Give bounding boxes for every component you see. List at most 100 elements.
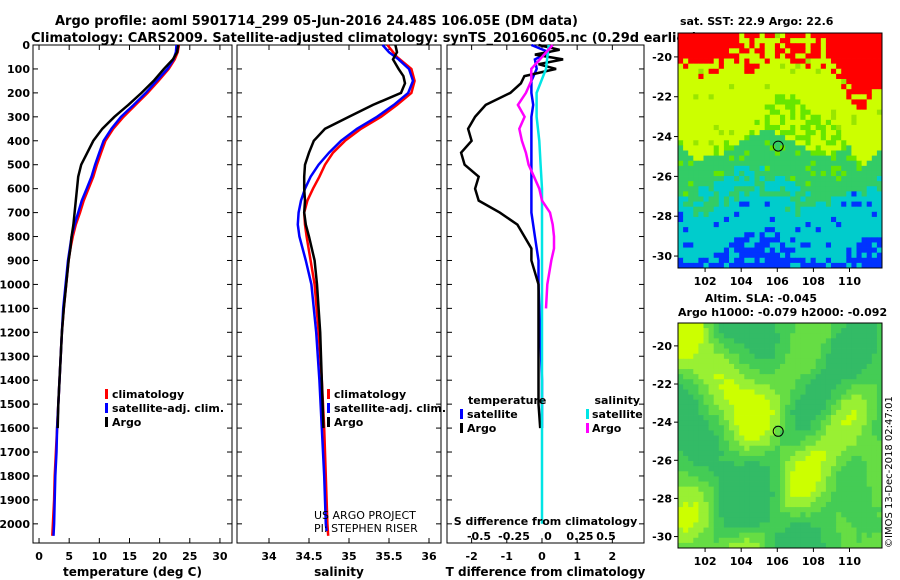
map-cell — [810, 43, 817, 49]
map-cell — [861, 363, 868, 370]
map-cell — [790, 84, 796, 90]
map-cell — [846, 130, 852, 136]
map-cell — [688, 242, 694, 248]
map-cell — [729, 104, 735, 111]
map-cell — [759, 343, 766, 349]
map-cell — [769, 542, 776, 549]
map-cell — [820, 124, 827, 131]
map-cell — [708, 466, 715, 472]
map-cell — [688, 262, 694, 269]
map-cell — [856, 379, 862, 385]
map-cell — [851, 532, 857, 539]
map-cell — [846, 542, 852, 549]
map-cell — [841, 507, 847, 513]
map-cell — [769, 348, 776, 355]
map-cell — [764, 461, 771, 467]
map-cell — [703, 369, 709, 375]
map-cell — [744, 527, 750, 534]
map-cell — [820, 94, 827, 100]
map-cell — [678, 135, 684, 141]
map-cell — [836, 38, 842, 44]
map-cell — [790, 466, 796, 472]
map-cell — [841, 430, 847, 436]
map-cell — [734, 435, 740, 442]
lat-tick-label: -30 — [652, 250, 672, 263]
map-cell — [780, 94, 786, 100]
map-cell — [718, 68, 725, 75]
map-cell — [871, 170, 878, 177]
map-cell — [800, 517, 806, 523]
map-cell — [708, 496, 715, 503]
map-cell — [780, 358, 786, 365]
map-cell — [851, 53, 857, 59]
map-cell — [815, 353, 822, 360]
map-cell — [876, 430, 883, 436]
map-cell — [678, 455, 684, 462]
lat-tick-label: -20 — [652, 51, 672, 64]
map-cell — [846, 94, 852, 100]
map-cell — [688, 466, 694, 472]
map-cell — [688, 455, 694, 462]
map-cell — [769, 135, 776, 141]
map-cell — [744, 348, 750, 355]
map-cell — [866, 99, 873, 105]
map-cell — [683, 191, 689, 197]
map-cell — [846, 232, 852, 238]
map-cell — [851, 471, 857, 477]
map-cell — [678, 338, 684, 344]
map-cell — [718, 181, 725, 187]
map-cell — [810, 425, 817, 431]
map-cell — [759, 353, 766, 360]
map-cell — [836, 501, 842, 508]
x-tick-label: 35 — [341, 550, 356, 563]
map-cell — [876, 242, 883, 248]
map-cell — [871, 124, 878, 131]
map-cell — [790, 517, 796, 523]
map-cell — [718, 211, 725, 218]
map-cell — [871, 389, 878, 395]
map-cell — [861, 461, 868, 467]
map-cell — [851, 38, 857, 44]
map-cell — [769, 435, 776, 442]
map-cell — [749, 507, 755, 513]
map-cell — [774, 124, 781, 131]
map-cell — [790, 343, 796, 349]
map-cell — [820, 237, 827, 243]
map-cell — [876, 186, 883, 192]
map-cell — [820, 160, 827, 167]
map-cell — [759, 222, 766, 228]
map-cell — [739, 114, 745, 121]
map-cell — [871, 53, 878, 59]
map-cell — [820, 512, 827, 518]
map-cell — [841, 476, 847, 482]
map-cell — [759, 512, 766, 518]
map-cell — [718, 466, 725, 472]
map-cell — [836, 150, 842, 157]
map-cell — [836, 155, 842, 162]
map-cell — [739, 99, 745, 105]
map-cell — [790, 150, 796, 157]
map-cell — [836, 222, 842, 228]
map-cell — [820, 507, 827, 513]
map-cell — [820, 445, 827, 452]
sst-map-title: sat. SST: 22.9 Argo: 22.6 — [680, 15, 834, 28]
map-cell — [800, 481, 806, 488]
map-cell — [744, 155, 750, 162]
map-cell — [820, 461, 827, 467]
map-cell — [861, 486, 868, 493]
map-cell — [780, 165, 786, 172]
map-cell — [831, 537, 837, 544]
map-cell — [718, 399, 725, 406]
map-cell — [790, 333, 796, 339]
map-cell — [820, 150, 827, 157]
map-cell — [876, 196, 883, 202]
map-cell — [683, 466, 689, 472]
map-cell — [774, 114, 781, 121]
map-cell — [774, 409, 781, 416]
map-cell — [846, 124, 852, 131]
map-cell — [861, 394, 868, 401]
map-cell — [764, 247, 771, 254]
map-cell — [790, 247, 796, 254]
map-cell — [754, 445, 760, 452]
map-cell — [769, 232, 776, 238]
